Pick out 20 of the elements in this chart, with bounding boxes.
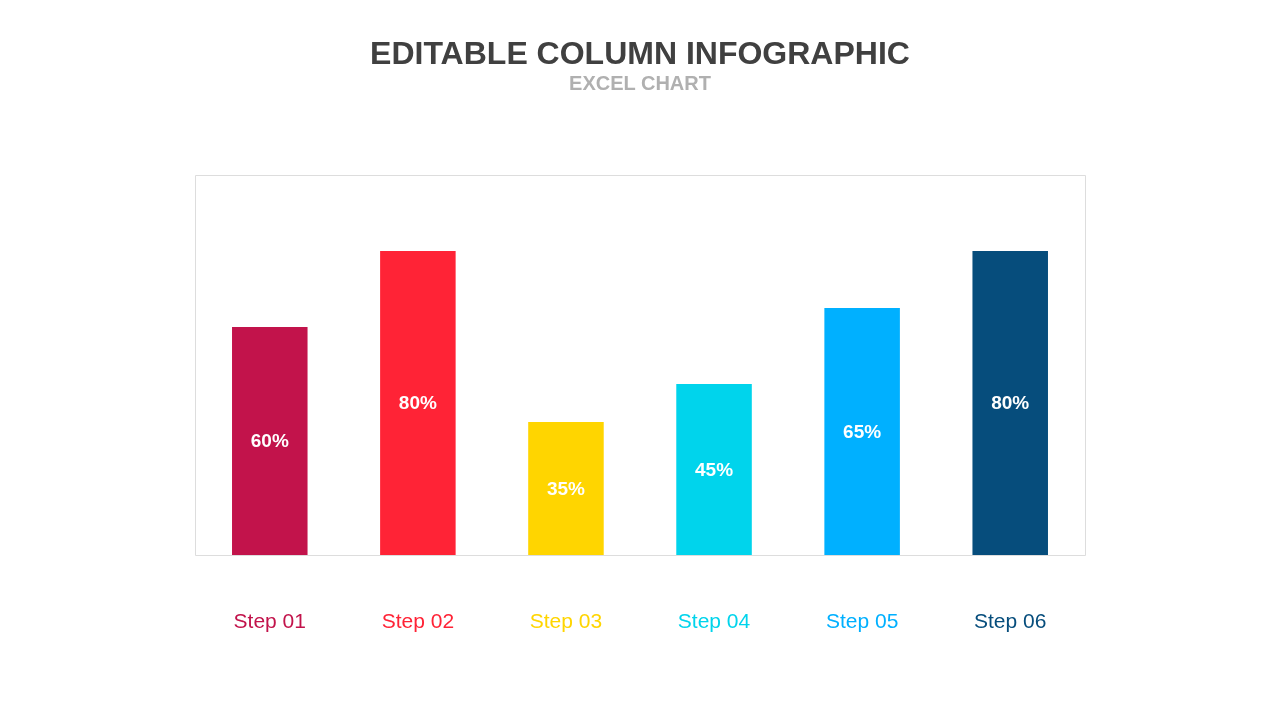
bar bbox=[972, 251, 1048, 555]
chart-title: EDITABLE COLUMN INFOGRAPHIC bbox=[370, 35, 910, 71]
x-tick-label: Step 03 bbox=[529, 608, 603, 632]
data-label: 60% bbox=[250, 430, 289, 451]
x-tick-label: Step 01 bbox=[233, 608, 306, 632]
x-tick-label: Step 04 bbox=[677, 608, 751, 632]
bar bbox=[824, 308, 900, 555]
x-tick-label: Step 02 bbox=[381, 608, 455, 632]
bar bbox=[232, 327, 308, 555]
data-label: 45% bbox=[695, 458, 734, 480]
bar bbox=[528, 422, 604, 555]
x-tick-label: Step 06 bbox=[974, 608, 1047, 632]
x-tick-label: Step 05 bbox=[825, 608, 899, 632]
data-label: 65% bbox=[843, 420, 882, 442]
bar bbox=[380, 251, 456, 555]
data-label: 80% bbox=[398, 392, 437, 413]
data-label: 35% bbox=[546, 477, 586, 499]
data-label: 80% bbox=[991, 392, 1030, 413]
bar bbox=[676, 384, 752, 555]
chart-subtitle: EXCEL CHART bbox=[569, 72, 711, 94]
